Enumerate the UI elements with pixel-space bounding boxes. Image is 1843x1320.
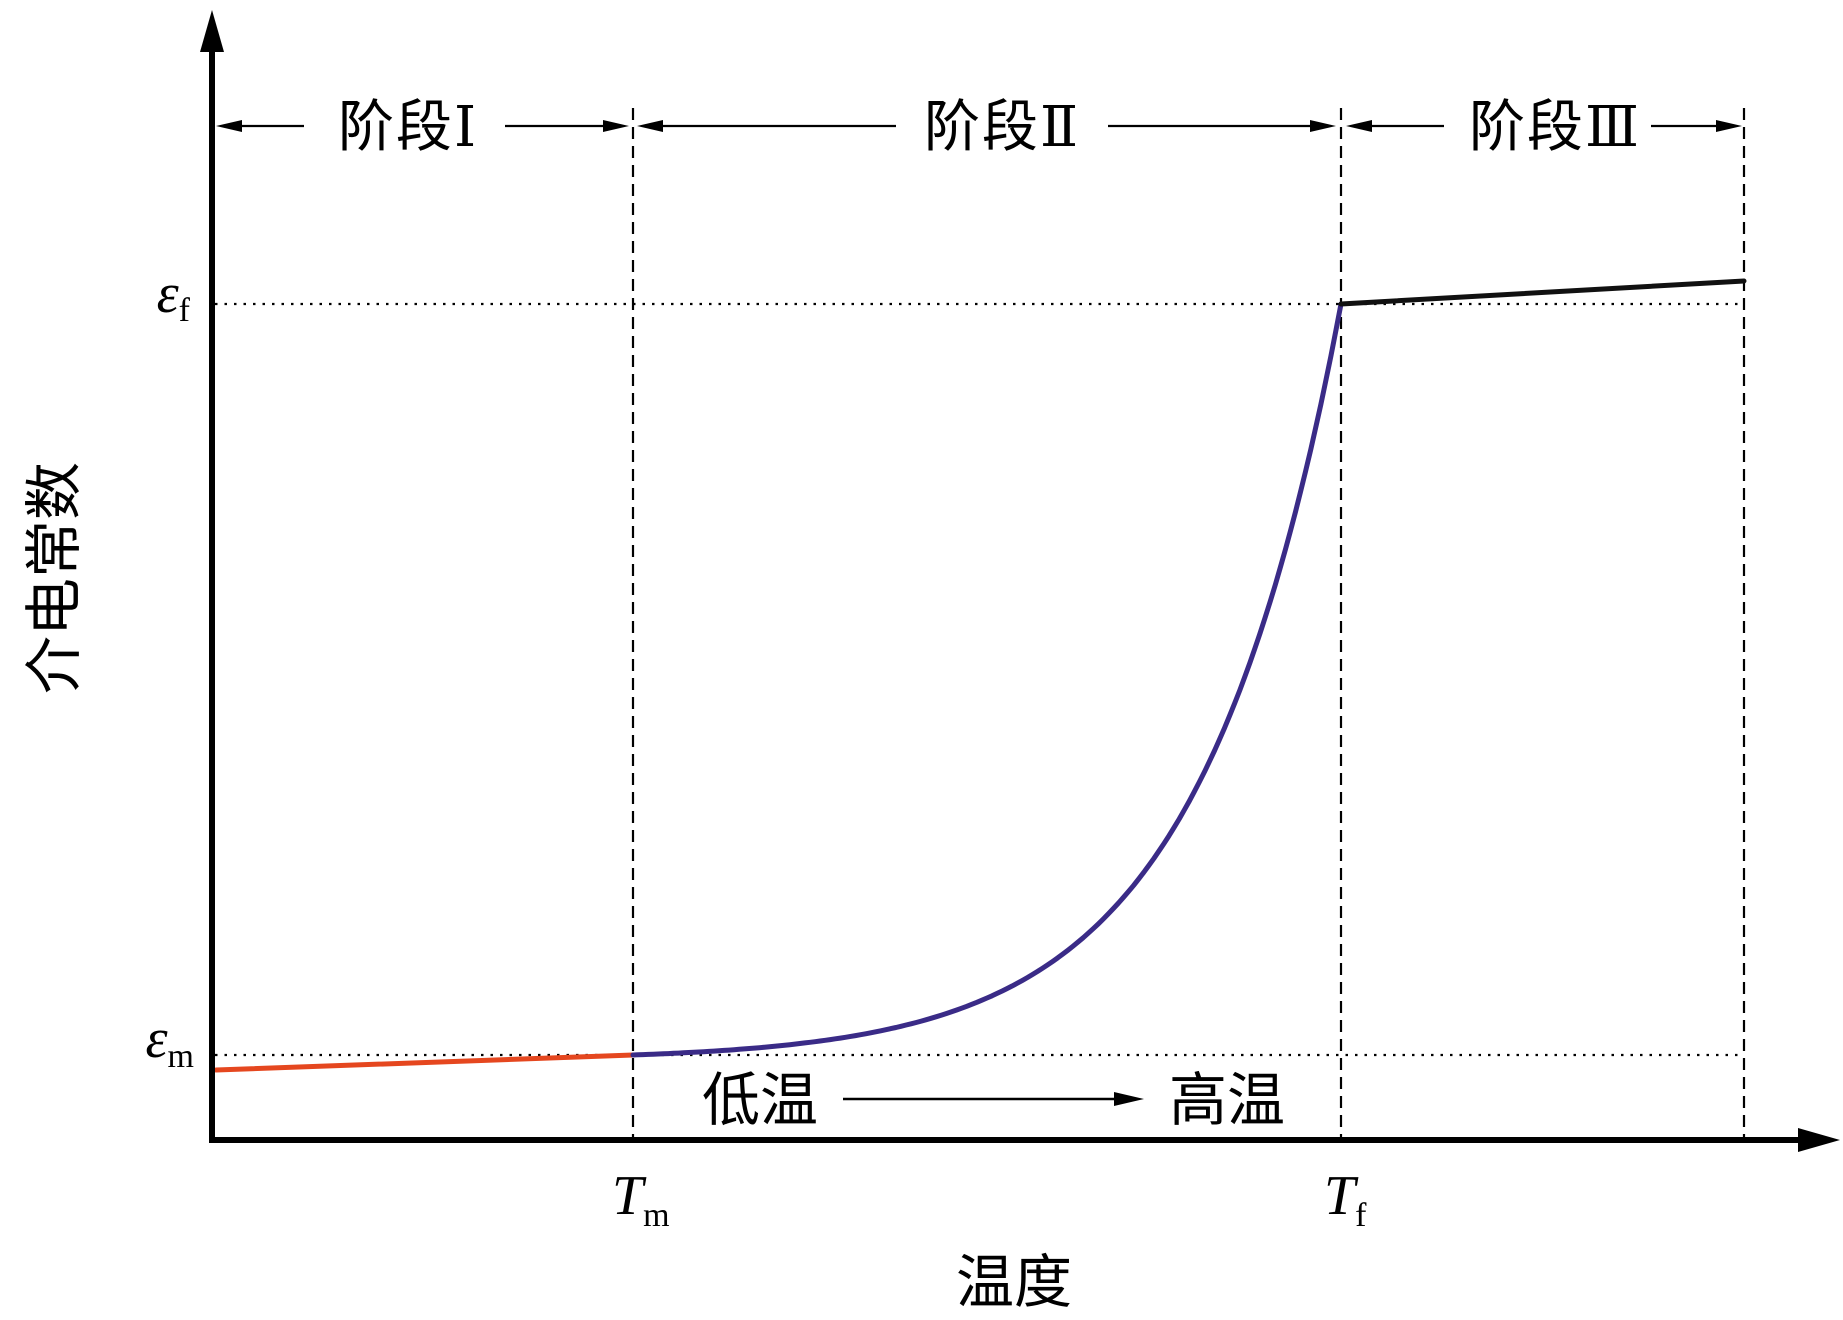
y-tick-label-epsilon-m: εm <box>145 1008 194 1075</box>
x-tick-label-t-f: Tf <box>1324 1165 1367 1234</box>
stage-1-right-arrowhead <box>603 120 629 132</box>
axes <box>200 10 1840 1152</box>
y-tick-epsilon-m-symbol: ε <box>145 1008 168 1070</box>
stage-1-label: 阶段Ⅰ <box>338 95 478 160</box>
y-tick-epsilon-f-subscript: f <box>179 292 191 329</box>
x-axis-title: 温度 <box>956 1248 1072 1316</box>
stage-2-left-arrowhead <box>637 120 663 132</box>
stage-2-range: 阶段Ⅱ <box>637 95 1336 160</box>
temperature-direction-annotation: 低温 高温 <box>702 1066 1285 1134</box>
stage-2-label: 阶段Ⅱ <box>924 95 1080 160</box>
x-tick-t-f-subscript: f <box>1355 1197 1367 1234</box>
x-tick-label-t-m: Tm <box>612 1165 670 1234</box>
x-axis-arrowhead <box>1798 1128 1840 1152</box>
stage-1-left-arrowhead <box>216 120 242 132</box>
series-group <box>213 278 1747 1073</box>
stage-3-series-line <box>1338 278 1747 307</box>
stage-3-right-arrowhead <box>1716 120 1742 132</box>
x-tick-t-m-symbol: T <box>612 1165 647 1227</box>
y-tick-epsilon-f-symbol: ε <box>157 263 180 325</box>
stage-3-left-arrowhead <box>1346 120 1372 132</box>
annotation-high-temp-label: 高温 <box>1169 1066 1285 1134</box>
guide-lines <box>215 108 1746 1137</box>
x-tick-t-m-subscript: m <box>643 1197 669 1234</box>
stage-1-series-line <box>213 1052 636 1073</box>
stage-3-label: 阶段Ⅲ <box>1469 95 1641 160</box>
y-axis-title: 介电常数 <box>20 462 88 694</box>
y-tick-label-epsilon-f: εf <box>157 263 191 329</box>
stage-1-range: 阶段Ⅰ <box>216 95 629 160</box>
x-tick-t-f-symbol: T <box>1324 1165 1359 1227</box>
annotation-arrowhead <box>1114 1092 1144 1106</box>
annotation-low-temp-label: 低温 <box>702 1066 818 1134</box>
stage-3-range: 阶段Ⅲ <box>1346 95 1742 160</box>
stage-2-right-arrowhead <box>1310 120 1336 132</box>
stage-2-series-curve <box>630 301 1344 1058</box>
y-axis-arrowhead <box>200 10 224 52</box>
y-tick-epsilon-m-subscript: m <box>168 1038 194 1075</box>
